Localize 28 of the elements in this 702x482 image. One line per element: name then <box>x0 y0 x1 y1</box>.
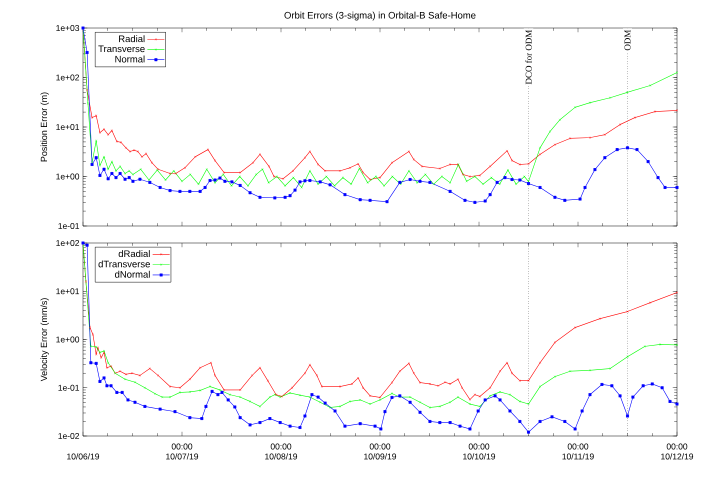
x-tick-label: 00:00 10/11/19 <box>562 444 594 460</box>
y-tick-label: 1e-01 <box>58 223 80 229</box>
ref-line-label: ODM <box>624 30 631 50</box>
x-tick-label: 00:00 10/10/19 <box>463 444 496 460</box>
chart-title: Orbit Errors (3-sigma) in Orbital-B Safe-Home <box>284 12 476 21</box>
y-tick-label: 1e-02 <box>58 433 80 439</box>
y-axis-title: Velocity Error (mm/s) <box>40 298 49 382</box>
x-tick-label: 00:00 10/07/19 <box>166 444 198 460</box>
y-axis-title: Position Error (m) <box>40 92 49 162</box>
y-tick-label: 1e+03 <box>56 25 80 31</box>
y-tick-label: 1e+02 <box>56 240 80 246</box>
y-tick-label: 1e+01 <box>56 124 80 130</box>
y-tick-label: 1e+00 <box>56 174 80 180</box>
legend-label: dNormal <box>114 270 150 278</box>
y-tick-label: 1e+01 <box>56 288 80 294</box>
x-tick-label: 00:00 10/08/19 <box>265 444 298 460</box>
y-tick-label: 1e+00 <box>56 336 80 342</box>
ref-line-label: DCO for ODM <box>525 30 532 84</box>
legend-label: dRadial <box>118 250 150 258</box>
legend-label: Transverse <box>98 46 145 52</box>
y-tick-label: 1e-01 <box>58 384 80 391</box>
legend-label: dTransverse <box>98 260 150 268</box>
y-tick-label: 1e+02 <box>56 74 80 80</box>
legend-label: Radial <box>119 35 144 42</box>
x-tick-label: 00:00 10/09/19 <box>364 444 396 460</box>
x-tick-label: 10/06/19 <box>67 453 100 460</box>
legend-label: Normal <box>115 56 144 62</box>
x-tick-label: 00:00 10/12/19 <box>661 444 694 460</box>
